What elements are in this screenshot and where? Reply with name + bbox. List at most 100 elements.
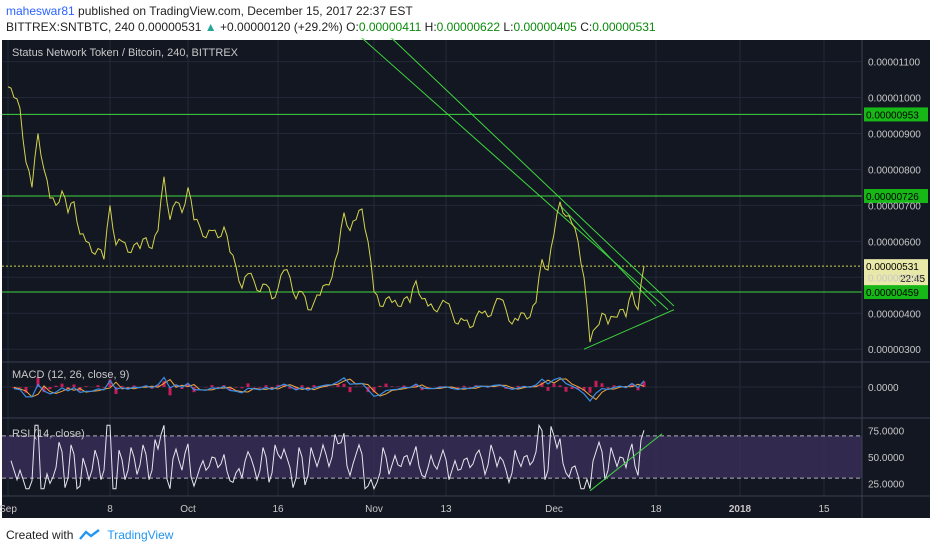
- macd-tick-label: 0.0000: [868, 383, 899, 394]
- open-value: 0.00000411: [358, 20, 422, 34]
- open-label: O:: [346, 20, 359, 34]
- macd-histogram-bar: [438, 386, 442, 387]
- time-tick-label: 15: [818, 504, 830, 515]
- price-tick-label: 0.00000600: [868, 237, 921, 248]
- macd-histogram-bar: [294, 387, 298, 390]
- time-tick-label: 13: [440, 504, 452, 515]
- macd-histogram-bar: [390, 386, 394, 387]
- macd-histogram-bar: [72, 384, 76, 387]
- macd-histogram-bar: [18, 387, 22, 388]
- rsi-line: [10, 423, 645, 491]
- level-price-tag: [864, 189, 928, 204]
- tradingview-brand[interactable]: TradingView: [107, 528, 174, 542]
- rsi-tick-label: 50.0000: [868, 453, 905, 464]
- macd-histogram-bar: [246, 383, 250, 387]
- macd-histogram-bar: [348, 387, 352, 393]
- macd-histogram-bar: [162, 381, 166, 387]
- bar-countdown-label: 22:45: [900, 274, 925, 285]
- price-tick-label: 0.00000900: [868, 129, 921, 140]
- price-series-line: [7, 86, 645, 343]
- time-tick-label: Oct: [180, 504, 196, 515]
- macd-histogram-bar: [570, 387, 574, 389]
- macd-histogram-bar: [216, 387, 220, 388]
- macd-histogram-bar: [612, 385, 616, 387]
- macd-histogram-bar: [276, 384, 280, 387]
- macd-histogram-bar: [600, 383, 604, 387]
- macd-histogram-bar: [594, 380, 598, 387]
- annotations: 0.00000953 0.00000726 0.00000459 0.00000531…: [2, 38, 928, 350]
- macd-line: [13, 376, 645, 402]
- macd-histogram-bar: [342, 383, 346, 387]
- macd-histogram-bar: [588, 387, 592, 393]
- level-price-label: 0.00000726: [866, 192, 919, 203]
- footer: Created with TradingView: [6, 528, 173, 542]
- level-price-label: 0.00000459: [866, 288, 919, 299]
- macd-histogram-bar: [102, 387, 106, 388]
- macd-histogram-bar: [36, 377, 40, 387]
- price-tick-label: 0.00000300: [868, 345, 921, 356]
- macd-histogram-bar: [540, 382, 544, 387]
- close-label: C:: [580, 20, 593, 34]
- macd-histogram-bar: [582, 387, 586, 391]
- author-link[interactable]: maheswar81: [6, 4, 75, 18]
- symbol-label: BITTREX:SNTBTC, 240: [6, 20, 135, 34]
- axes: 0.00001100 0.00001000 0.00000900 0.00000800…: [0, 40, 930, 518]
- last-price: 0.00000531: [138, 20, 202, 34]
- up-arrow-icon: ▲: [204, 20, 217, 34]
- macd-histogram-bar: [240, 387, 244, 389]
- last-price-tag: [864, 259, 928, 286]
- macd-histogram-bar: [456, 387, 460, 388]
- macd-histogram-bar: [42, 387, 46, 393]
- macd-histogram-bar: [564, 387, 568, 392]
- macd-histogram-bar: [156, 384, 160, 387]
- macd-histogram-bar: [54, 385, 58, 387]
- low-value: 0.00000405: [513, 20, 577, 34]
- rsi-trendline: [589, 433, 663, 492]
- macd-histogram-bar: [234, 387, 238, 388]
- macd-histogram-bar: [114, 387, 118, 394]
- close-value: 0.00000531: [592, 20, 656, 34]
- tradingview-logo-icon: [79, 529, 101, 540]
- price-tick-label: 0.00000400: [868, 309, 921, 320]
- macd-histogram-bar: [516, 385, 520, 387]
- macd-histogram-bar: [552, 383, 556, 387]
- chart-area[interactable]: 0.00000953 0.00000726 0.00000459 0.00000531…: [0, 38, 932, 520]
- macd-histogram-bar: [450, 387, 454, 389]
- rsi-pane: [10, 423, 663, 492]
- macd-histogram-bar: [84, 386, 88, 387]
- time-tick-label: Nov: [365, 504, 383, 515]
- macd-histogram-bar: [120, 385, 124, 387]
- price-tick-label: 0.00000700: [868, 201, 921, 212]
- macd-histogram-bar: [60, 383, 64, 387]
- macd-histogram-bar: [642, 381, 646, 387]
- price-change: +0.00000120 (+29.2%): [220, 20, 343, 34]
- time-tick-label: 16: [272, 504, 284, 515]
- trendline: [583, 309, 675, 350]
- macd-histogram-bar: [210, 385, 214, 387]
- created-with-text: Created with: [6, 528, 74, 542]
- macd-histogram-bar: [606, 387, 610, 388]
- rsi-tick-label: 25.0000: [868, 479, 905, 490]
- rsi-pane-title: RSI (14, close): [12, 428, 85, 440]
- level-price-tag: [864, 285, 928, 300]
- macd-histogram-bar: [372, 387, 376, 393]
- high-value: 0.00000622: [436, 20, 501, 34]
- time-tick-label: 2018: [729, 504, 752, 515]
- last-price-label: 0.00000531: [866, 262, 919, 273]
- time-tick-label: Dec: [545, 504, 563, 515]
- macd-histogram-bar: [312, 385, 316, 387]
- macd-histogram-bar: [180, 387, 184, 390]
- high-label: H:: [424, 20, 437, 34]
- macd-histogram-bar: [426, 387, 430, 388]
- macd-histogram-bar: [384, 383, 388, 387]
- macd-histogram-bar: [108, 379, 112, 387]
- macd-histogram-bar: [630, 383, 634, 387]
- level-price-label: 0.00000953: [866, 110, 919, 121]
- macd-histogram-bar: [402, 385, 406, 387]
- rsi-tick-label: 75.0000: [868, 427, 905, 438]
- price-tick-label: 0.00001100: [868, 58, 921, 69]
- macd-histogram-bar: [288, 387, 292, 389]
- macd-histogram-bar: [468, 387, 472, 388]
- price-pane-title: Status Network Token / Bitcoin, 240, BIT…: [12, 47, 239, 59]
- level-price-tag: [864, 107, 928, 122]
